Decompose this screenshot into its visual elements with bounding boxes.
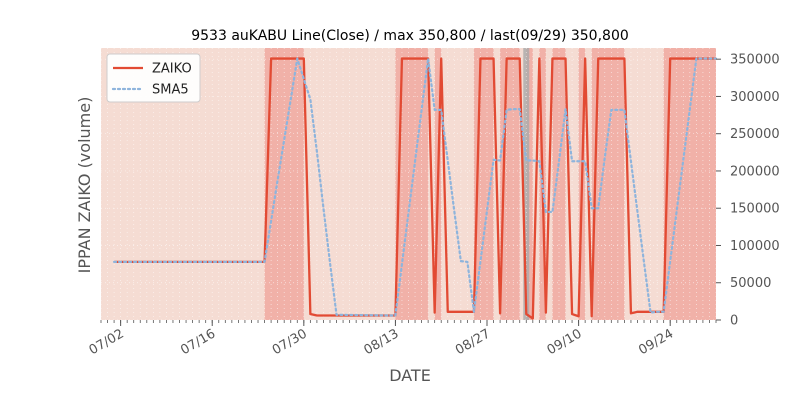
legend: ZAIKO SMA5 xyxy=(106,53,201,103)
shaded-span xyxy=(526,48,533,320)
y-tick-label: 0 xyxy=(730,314,738,329)
y-axis-label: IPPAN ZAIKO (volume) xyxy=(75,97,94,274)
series-sma5 xyxy=(112,57,718,317)
x-tick-label: 07/16 xyxy=(178,326,218,358)
chart-title: 9533 auKABU Line(Close) / max 350,800 / … xyxy=(191,28,629,44)
x-tick-label: 09/24 xyxy=(636,326,676,358)
x-tick-label: 08/13 xyxy=(361,326,401,358)
y-axis-ticks: 0 50000 100000 150000 200000 250000 300000 3500… xyxy=(716,53,780,329)
y-tick-label: 250000 xyxy=(730,127,780,142)
x-axis-ticks: 07/02 07/16 07/30 08/13 08/27 09/10 09/24 xyxy=(87,320,717,358)
grid xyxy=(100,48,717,321)
x-tick-label: 07/30 xyxy=(270,326,310,358)
y-tick-label: 200000 xyxy=(730,164,780,179)
y-tick-label: 300000 xyxy=(730,90,780,105)
y-tick-label: 50000 xyxy=(730,276,771,291)
series-lines xyxy=(112,57,718,320)
y-tick-label: 350000 xyxy=(730,53,780,68)
legend-label-sma5: SMA5 xyxy=(152,83,189,98)
x-tick-label: 09/10 xyxy=(545,326,585,358)
x-axis-label: DATE xyxy=(389,366,431,385)
y-tick-label: 100000 xyxy=(730,239,780,254)
y-tick-label: 150000 xyxy=(730,202,780,217)
x-tick-label: 08/27 xyxy=(453,326,493,358)
x-tick-label: 07/02 xyxy=(87,326,127,358)
legend-label-zaiko: ZAIKO xyxy=(152,62,192,77)
